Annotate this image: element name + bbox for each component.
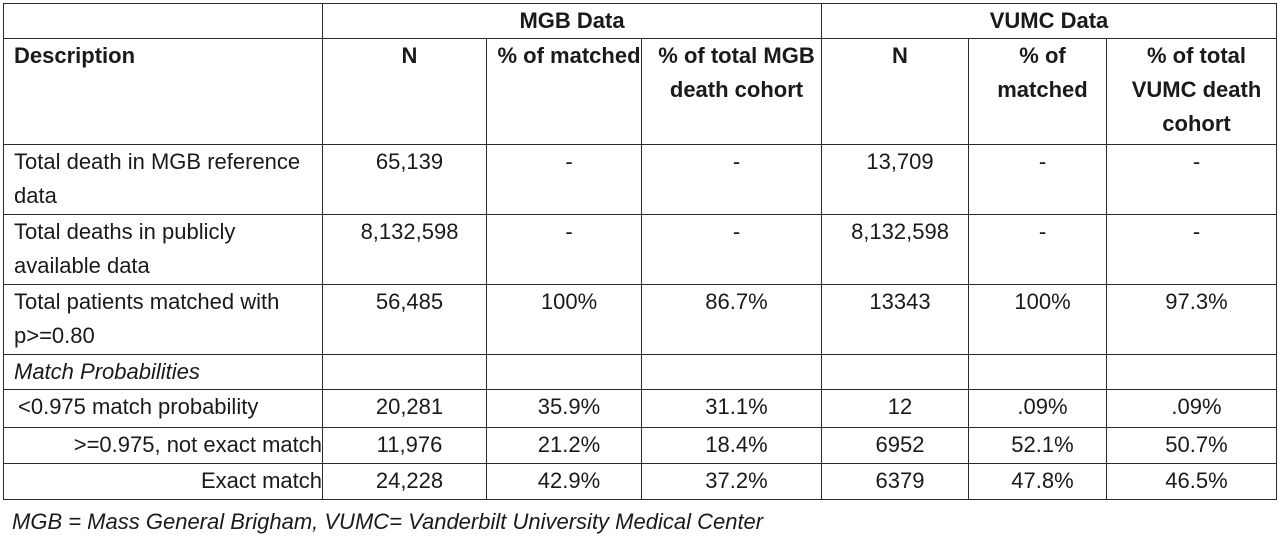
vumc-pct-total-cell: - bbox=[1106, 144, 1277, 215]
table-row: >=0.975, not exact match 11,976 21.2% 18… bbox=[3, 427, 1277, 464]
vumc-pct-total-header: % of total VUMC death cohort bbox=[1106, 38, 1277, 145]
table-row: <0.975 match probability 20,281 35.9% 31… bbox=[3, 389, 1277, 428]
table-row: Total death in MGB reference data 65,139… bbox=[3, 144, 1277, 215]
mgb-pct-total-cell: 18.4% bbox=[641, 427, 822, 464]
vumc-pct-matched-cell: - bbox=[968, 144, 1107, 215]
mgb-n-cell: 8,132,598 bbox=[322, 214, 487, 285]
mgb-pct-total-cell: - bbox=[641, 144, 822, 215]
vumc-n-cell: 6379 bbox=[821, 463, 969, 500]
vumc-n-header: N bbox=[821, 38, 969, 145]
results-table: MGB Data VUMC Data Description N % of ma… bbox=[3, 3, 1277, 500]
row-description: Total death in MGB reference data bbox=[3, 144, 323, 215]
description-header: Description bbox=[3, 38, 323, 145]
row-description: Total patients matched with p>=0.80 bbox=[3, 284, 323, 355]
mgb-n-cell: 56,485 bbox=[322, 284, 487, 355]
mgb-pct-matched-cell: 21.2% bbox=[486, 427, 642, 464]
empty-cell bbox=[641, 354, 822, 390]
section-label: Match Probabilities bbox=[3, 354, 323, 390]
vumc-pct-total-cell: 46.5% bbox=[1106, 463, 1277, 500]
mgb-pct-matched-cell: - bbox=[486, 214, 642, 285]
vumc-n-cell: 13,709 bbox=[821, 144, 969, 215]
blank-header-cell bbox=[3, 3, 323, 39]
mgb-pct-total-cell: 37.2% bbox=[641, 463, 822, 500]
mgb-n-header: N bbox=[322, 38, 487, 145]
mgb-group-header: MGB Data bbox=[322, 3, 822, 39]
vumc-pct-total-cell: - bbox=[1106, 214, 1277, 285]
vumc-n-cell: 8,132,598 bbox=[821, 214, 969, 285]
mgb-n-cell: 20,281 bbox=[322, 389, 487, 428]
vumc-pct-matched-cell: 100% bbox=[968, 284, 1107, 355]
mgb-pct-total-cell: - bbox=[641, 214, 822, 285]
mgb-pct-matched-cell: 42.9% bbox=[486, 463, 642, 500]
row-description: <0.975 match probability bbox=[3, 389, 323, 428]
table-row: Exact match 24,228 42.9% 37.2% 6379 47.8… bbox=[3, 463, 1277, 500]
table-row: Total patients matched with p>=0.80 56,4… bbox=[3, 284, 1277, 355]
vumc-pct-matched-header: % of matched bbox=[968, 38, 1107, 145]
vumc-pct-matched-cell: 47.8% bbox=[968, 463, 1107, 500]
row-description: Total deaths in publicly available data bbox=[3, 214, 323, 285]
empty-cell bbox=[821, 354, 969, 390]
column-header-row: Description N % of matched % of total MG… bbox=[3, 38, 1277, 145]
mgb-n-cell: 65,139 bbox=[322, 144, 487, 215]
mgb-n-cell: 24,228 bbox=[322, 463, 487, 500]
empty-cell bbox=[322, 354, 487, 390]
vumc-n-cell: 13343 bbox=[821, 284, 969, 355]
vumc-n-cell: 12 bbox=[821, 389, 969, 428]
vumc-n-cell: 6952 bbox=[821, 427, 969, 464]
vumc-group-header: VUMC Data bbox=[821, 3, 1277, 39]
mgb-pct-total-cell: 31.1% bbox=[641, 389, 822, 428]
empty-cell bbox=[968, 354, 1107, 390]
vumc-pct-matched-cell: 52.1% bbox=[968, 427, 1107, 464]
group-header-row: MGB Data VUMC Data bbox=[3, 3, 1277, 39]
empty-cell bbox=[486, 354, 642, 390]
empty-cell bbox=[1106, 354, 1277, 390]
table-row: Total deaths in publicly available data … bbox=[3, 214, 1277, 285]
vumc-pct-total-cell: .09% bbox=[1106, 389, 1277, 428]
mgb-n-cell: 11,976 bbox=[322, 427, 487, 464]
row-description: Exact match bbox=[3, 463, 323, 500]
footnote: MGB = Mass General Brigham, VUMC= Vander… bbox=[12, 509, 764, 534]
mgb-pct-total-header: % of total MGB death cohort bbox=[641, 38, 822, 145]
vumc-pct-total-cell: 50.7% bbox=[1106, 427, 1277, 464]
mgb-pct-matched-cell: 35.9% bbox=[486, 389, 642, 428]
mgb-pct-matched-header: % of matched bbox=[486, 38, 642, 145]
vumc-pct-matched-cell: - bbox=[968, 214, 1107, 285]
mgb-pct-total-cell: 86.7% bbox=[641, 284, 822, 355]
row-description: >=0.975, not exact match bbox=[3, 427, 323, 464]
section-row: Match Probabilities bbox=[3, 354, 1277, 390]
vumc-pct-matched-cell: .09% bbox=[968, 389, 1107, 428]
mgb-pct-matched-cell: 100% bbox=[486, 284, 642, 355]
mgb-pct-matched-cell: - bbox=[486, 144, 642, 215]
vumc-pct-total-cell: 97.3% bbox=[1106, 284, 1277, 355]
